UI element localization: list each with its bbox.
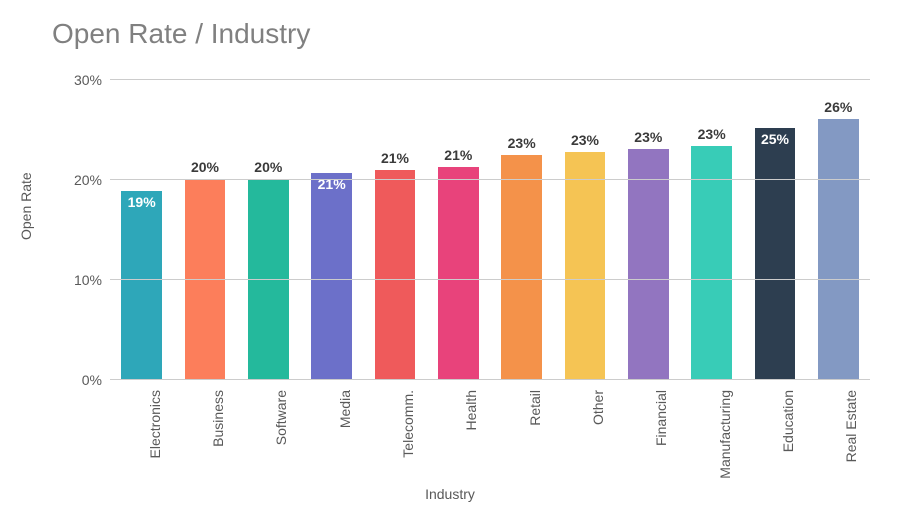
bar: 21%: [438, 167, 479, 380]
y-tick-label: 10%: [74, 272, 102, 288]
bar-slot: 21%Health: [427, 80, 490, 380]
y-tick-label: 30%: [74, 72, 102, 88]
category-label: Real Estate: [843, 390, 859, 462]
bar-slot: 21%Media: [300, 80, 363, 380]
chart-container: Open Rate / Industry Open Rate Industry …: [0, 0, 900, 516]
bar: 26%: [818, 119, 859, 380]
bar-value-label: 20%: [248, 159, 289, 175]
bar-value-label: 21%: [438, 147, 479, 163]
bar-slot: 23%Manufacturing: [680, 80, 743, 380]
bar: 25%: [755, 128, 796, 380]
category-label: Education: [780, 390, 796, 452]
chart-title: Open Rate / Industry: [52, 18, 310, 50]
bar-slot: 23%Retail: [490, 80, 553, 380]
bar: 23%: [501, 155, 542, 380]
bar: 23%: [565, 152, 606, 380]
bar-value-label: 26%: [818, 99, 859, 115]
bar-slot: 20%Software: [237, 80, 300, 380]
y-tick-label: 20%: [74, 172, 102, 188]
gridline: [110, 279, 870, 280]
bar: 19%: [121, 191, 162, 380]
bar-slot: 21%Telecomm.: [363, 80, 426, 380]
bar-slot: 23%Financial: [617, 80, 680, 380]
bar-slot: 23%Other: [553, 80, 616, 380]
bar-value-label: 21%: [375, 150, 416, 166]
category-label: Electronics: [147, 390, 163, 458]
bars-group: 19%Electronics20%Business20%Software21%M…: [110, 80, 870, 380]
bar-slot: 25%Education: [743, 80, 806, 380]
gridline: [110, 79, 870, 80]
bar-slot: 19%Electronics: [110, 80, 173, 380]
x-axis-label: Industry: [0, 486, 900, 502]
category-label: Financial: [653, 390, 669, 446]
bar-value-label: 25%: [755, 131, 796, 147]
gridline: [110, 379, 870, 380]
gridline: [110, 179, 870, 180]
bar-value-label: 23%: [565, 132, 606, 148]
bar-value-label: 23%: [628, 129, 669, 145]
bar-value-label: 20%: [185, 159, 226, 175]
y-axis-label: Open Rate: [18, 172, 34, 240]
bar-value-label: 19%: [121, 194, 162, 210]
bar-slot: 20%Business: [173, 80, 236, 380]
bar: 23%: [628, 149, 669, 380]
bar: 23%: [691, 146, 732, 380]
bar-value-label: 23%: [691, 126, 732, 142]
category-label: Other: [590, 390, 606, 425]
bar-value-label: 23%: [501, 135, 542, 151]
bar-slot: 26%Real Estate: [807, 80, 870, 380]
category-label: Retail: [527, 390, 543, 426]
plot-area: 19%Electronics20%Business20%Software21%M…: [110, 80, 870, 380]
category-label: Media: [337, 390, 353, 428]
category-label: Health: [463, 390, 479, 430]
category-label: Telecomm.: [400, 390, 416, 458]
bar: 21%: [375, 170, 416, 380]
bar: 21%: [311, 173, 352, 380]
category-label: Software: [273, 390, 289, 445]
category-label: Manufacturing: [717, 390, 733, 479]
category-label: Business: [210, 390, 226, 447]
y-tick-label: 0%: [82, 372, 102, 388]
